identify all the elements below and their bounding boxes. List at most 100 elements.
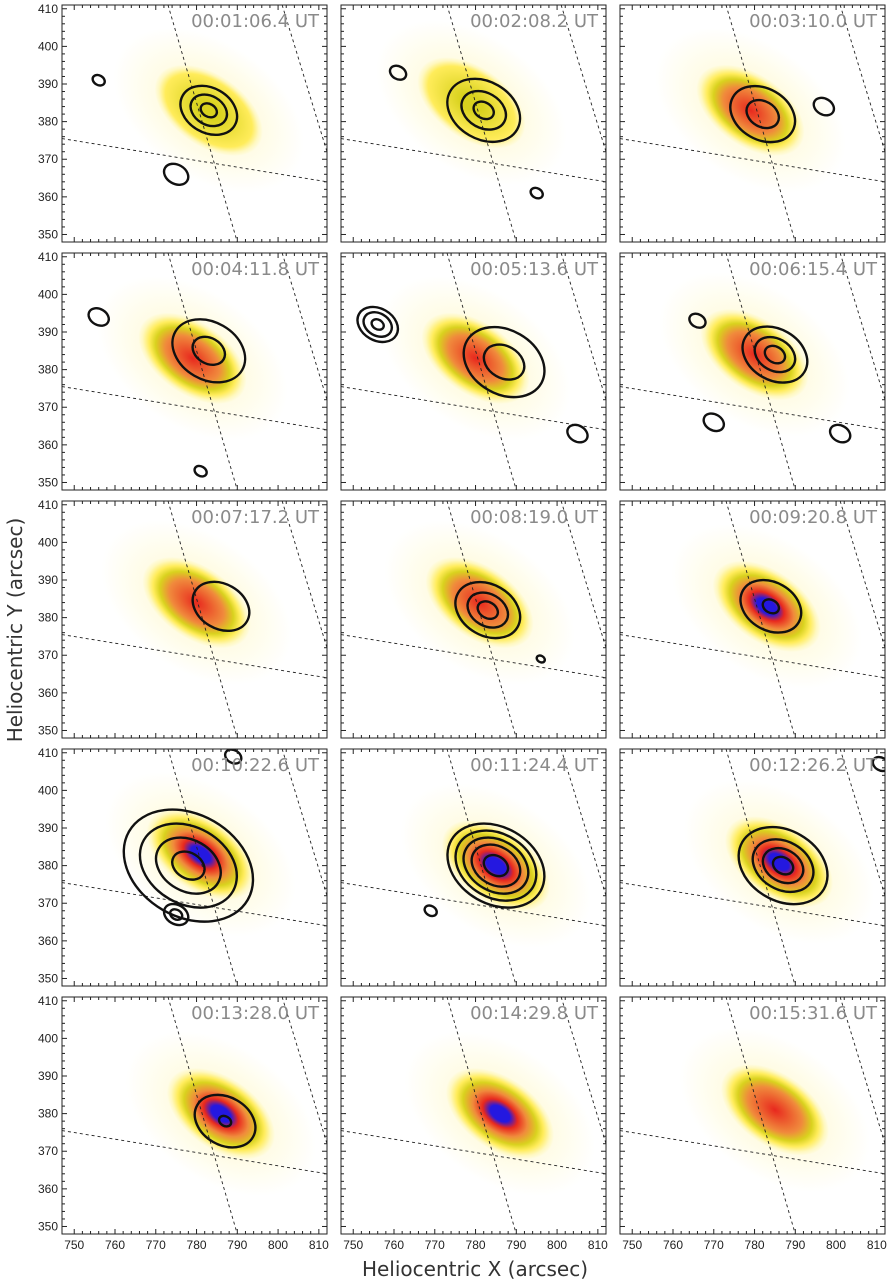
contour-line	[162, 162, 190, 186]
y-tick-label: 380	[38, 1107, 58, 1121]
panel-frame	[61, 996, 328, 1235]
y-tick-label: 410	[38, 250, 58, 264]
longitude-line	[167, 501, 238, 738]
contour-line	[217, 1114, 233, 1128]
longitude-line	[281, 749, 327, 896]
latitude-line	[620, 138, 885, 183]
latitude-line	[341, 138, 606, 183]
contour-line	[737, 825, 829, 906]
tick-marks	[341, 997, 606, 1234]
panel-3: 00:03:10.0 UT	[619, 4, 886, 243]
contour-line	[87, 307, 110, 327]
timestamp-label: 00:13:28.0 UT	[191, 1003, 320, 1024]
panel-10: 00:10:22.6 UT 410 400 390 380 370 360 350	[38, 746, 328, 987]
contour-line	[535, 654, 547, 664]
y-tick-label: 410	[38, 746, 58, 760]
contour-line	[751, 838, 815, 894]
y-tick-label: 350	[38, 227, 58, 241]
y-tick-label: 350	[38, 475, 58, 489]
contour-line	[741, 325, 809, 384]
contour-line	[871, 755, 885, 773]
contour-line	[446, 77, 522, 144]
emission-source	[154, 64, 263, 157]
y-tick-label: 390	[38, 573, 58, 587]
contour-line	[470, 843, 522, 888]
longitude-line	[839, 501, 885, 648]
panel-5: 00:05:13.6 UT	[340, 252, 607, 491]
x-tick-label: 810	[309, 1238, 329, 1252]
panel-6: 00:06:15.4 UT	[619, 252, 886, 491]
longitude-line	[446, 5, 517, 242]
y-tick-label: 380	[38, 363, 58, 377]
longitude-line	[167, 5, 238, 242]
latitude-line	[341, 386, 606, 431]
panel-1: 00:01:06.4 UT 410 400 390 380 370 360 350	[38, 2, 328, 243]
panel-grid: 00:01:06.4 UT 410 400 390 380 370 360 350 00:02:…	[38, 2, 887, 1252]
panel-2: 00:02:08.2 UT	[340, 4, 607, 243]
panel-frame	[340, 748, 607, 987]
x-tick-label: 770	[425, 1238, 445, 1252]
contour-line	[482, 343, 526, 381]
timestamp-label: 00:11:24.4 UT	[470, 755, 599, 776]
latitude-line	[62, 386, 327, 431]
x-tick-label: 790	[506, 1238, 526, 1252]
contour-line	[729, 84, 797, 144]
longitude-line	[281, 5, 327, 152]
y-tick-label: 370	[38, 648, 58, 662]
tick-marks	[341, 749, 606, 986]
contour-line	[179, 84, 239, 137]
contour-line	[356, 305, 400, 344]
x-tick-label: 750	[343, 1238, 363, 1252]
contour-line	[171, 850, 206, 881]
contour-line	[91, 73, 106, 87]
y-tick-label: 390	[38, 325, 58, 339]
tick-marks	[620, 749, 885, 986]
contour-line	[702, 412, 726, 433]
timestamp-label: 00:02:08.2 UT	[470, 11, 599, 32]
x-axis-title: Heliocentric X (arcsec)	[362, 1257, 588, 1281]
contour-line	[462, 325, 546, 399]
panel-frame	[61, 252, 328, 491]
timestamp-label: 00:14:29.8 UT	[470, 1003, 599, 1024]
tick-marks	[341, 5, 606, 242]
contour-line	[370, 318, 385, 331]
y-tick-label: 380	[38, 859, 58, 873]
y-tick-label: 370	[38, 400, 58, 414]
y-tick-label: 400	[38, 783, 58, 797]
timestamp-label: 00:15:31.6 UT	[749, 1003, 878, 1024]
x-tick-label: 800	[826, 1238, 846, 1252]
latitude-line	[62, 1130, 327, 1175]
y-tick-label: 410	[38, 498, 58, 512]
contour-line	[771, 855, 795, 876]
emission-source	[696, 64, 805, 157]
contour-line	[529, 186, 544, 200]
contour-line	[446, 822, 546, 909]
longitude-line	[446, 997, 517, 1234]
x-tick-label: 790	[227, 1238, 247, 1252]
tick-marks	[341, 501, 606, 738]
contour-line	[423, 904, 438, 918]
panel-4: 00:04:11.8 UT 410 400 390 380 370 360 350	[38, 250, 328, 491]
panel-frame	[61, 748, 328, 987]
y-tick-label: 350	[38, 1219, 58, 1233]
emission-source	[142, 556, 251, 649]
contour-line	[482, 853, 510, 878]
y-tick-label: 410	[38, 2, 58, 16]
latitude-line	[620, 386, 885, 431]
tick-marks	[620, 253, 885, 490]
y-tick-label: 360	[38, 934, 58, 948]
longitude-line	[725, 253, 796, 490]
contour-line	[753, 335, 797, 374]
tick-marks	[62, 253, 327, 490]
panel-frame	[61, 500, 328, 739]
latitude-line	[341, 1130, 606, 1175]
y-axis-title: Heliocentric Y (arcsec)	[3, 518, 27, 743]
y-tick-label: 380	[38, 611, 58, 625]
y-tick-label: 380	[38, 115, 58, 129]
contour-line	[812, 96, 836, 117]
y-tick-label: 370	[38, 896, 58, 910]
timestamp-label: 00:08:19.0 UT	[470, 507, 599, 528]
panel-frame	[340, 4, 607, 243]
panel-frame	[619, 748, 886, 987]
